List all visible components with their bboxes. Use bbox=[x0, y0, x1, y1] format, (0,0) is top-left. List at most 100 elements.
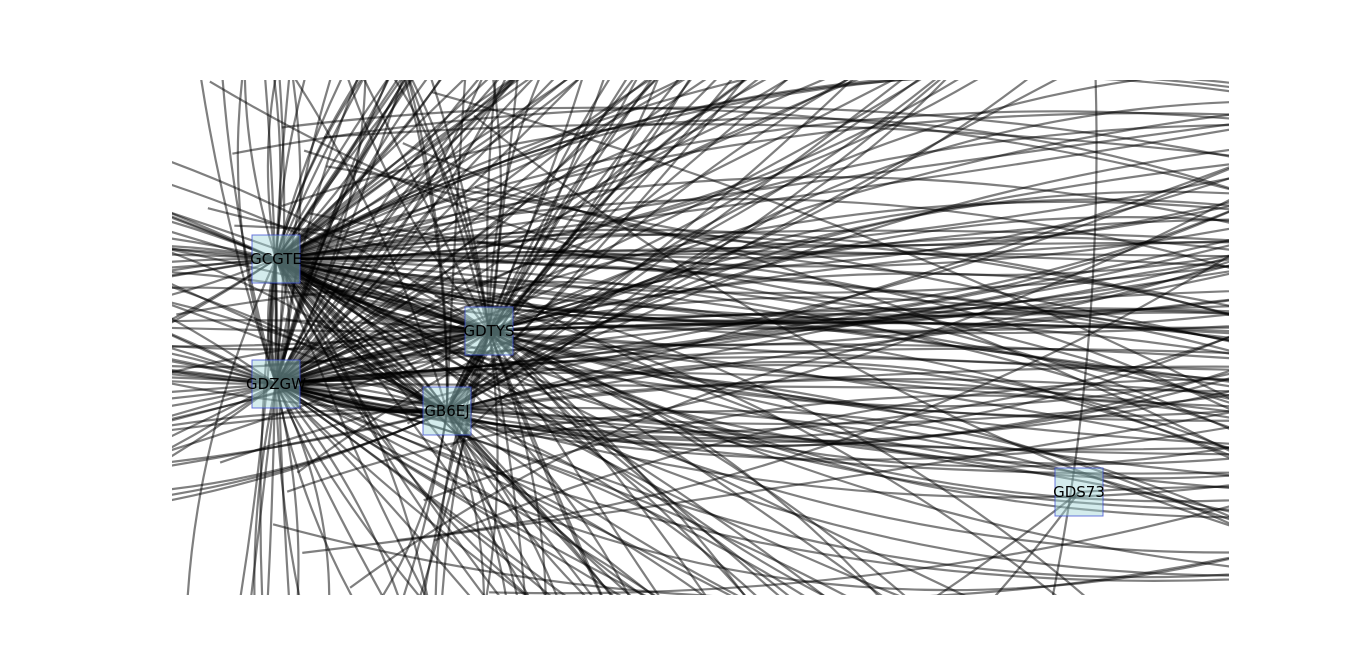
edge bbox=[275, 128, 1229, 261]
edge bbox=[275, 270, 1229, 386]
edge bbox=[446, 410, 586, 595]
edge bbox=[274, 80, 306, 260]
edge bbox=[446, 410, 614, 595]
edge bbox=[275, 258, 448, 412]
edge bbox=[275, 330, 490, 387]
edge bbox=[446, 80, 746, 412]
edge bbox=[172, 286, 490, 333]
edge bbox=[172, 408, 448, 427]
edge bbox=[172, 382, 277, 407]
edge bbox=[324, 123, 1229, 157]
edge bbox=[172, 383, 277, 458]
edge bbox=[474, 186, 1229, 452]
edge bbox=[487, 80, 519, 332]
edge bbox=[296, 198, 1229, 474]
edge bbox=[446, 80, 653, 412]
edge bbox=[275, 80, 658, 385]
edge bbox=[264, 343, 1229, 367]
node-gdzgw[interactable]: GDZGW bbox=[246, 359, 306, 409]
edge bbox=[172, 382, 277, 417]
edge bbox=[281, 117, 1229, 208]
edge bbox=[275, 80, 652, 385]
edge bbox=[488, 80, 789, 332]
edge bbox=[275, 258, 448, 412]
edge bbox=[172, 285, 448, 412]
edge bbox=[172, 380, 277, 386]
edge bbox=[363, 80, 490, 332]
edge bbox=[275, 80, 683, 261]
edge bbox=[172, 347, 277, 386]
edge bbox=[488, 329, 1229, 408]
edge bbox=[411, 80, 491, 332]
edge bbox=[487, 330, 602, 595]
edge bbox=[172, 220, 277, 261]
edge bbox=[275, 383, 471, 595]
edge bbox=[172, 382, 277, 393]
edge bbox=[275, 123, 1229, 261]
edge bbox=[275, 80, 402, 260]
edge bbox=[488, 260, 1229, 347]
edge bbox=[274, 80, 343, 260]
edge bbox=[446, 80, 692, 412]
edge bbox=[434, 210, 1229, 323]
edge bbox=[172, 376, 277, 386]
edge bbox=[473, 114, 1229, 527]
edge bbox=[446, 80, 904, 412]
node-gcgte[interactable]: GCGTE bbox=[250, 234, 302, 284]
edge bbox=[408, 80, 491, 332]
edge bbox=[172, 230, 490, 333]
edge bbox=[487, 80, 540, 332]
edge bbox=[275, 80, 390, 260]
edge bbox=[274, 383, 353, 595]
node-gdtys[interactable]: GDTYS bbox=[463, 306, 515, 356]
edge bbox=[275, 329, 490, 386]
edge bbox=[326, 165, 1229, 343]
edge bbox=[364, 278, 1229, 329]
edge bbox=[232, 106, 1229, 158]
edge bbox=[221, 80, 278, 385]
edge bbox=[172, 409, 448, 491]
edge bbox=[275, 382, 1229, 426]
edge bbox=[397, 254, 1229, 542]
edge bbox=[402, 410, 449, 595]
edge bbox=[449, 101, 1229, 448]
edge bbox=[172, 358, 277, 386]
edge bbox=[209, 80, 1229, 316]
edge bbox=[172, 333, 277, 385]
edge bbox=[488, 330, 707, 595]
edge bbox=[275, 80, 513, 260]
node-gb6ej[interactable]: GB6EJ bbox=[422, 386, 472, 436]
edge bbox=[172, 352, 277, 386]
edge bbox=[172, 183, 490, 332]
edge bbox=[303, 149, 1229, 248]
edge bbox=[172, 382, 448, 413]
edge bbox=[172, 237, 277, 261]
node-label-gdtys: GDTYS bbox=[463, 322, 514, 340]
edge bbox=[275, 80, 1229, 260]
edge bbox=[172, 247, 277, 261]
edge bbox=[274, 258, 291, 385]
edge bbox=[441, 330, 491, 595]
edge bbox=[172, 409, 448, 467]
edge bbox=[446, 148, 1229, 412]
edge bbox=[275, 383, 1229, 592]
edge bbox=[488, 330, 746, 595]
edge bbox=[172, 409, 448, 432]
edge bbox=[488, 330, 780, 595]
edge bbox=[172, 373, 277, 386]
edge bbox=[446, 410, 519, 595]
edge bbox=[275, 80, 409, 260]
edge bbox=[275, 257, 1229, 295]
edge bbox=[485, 330, 499, 595]
node-label-gb6ej: GB6EJ bbox=[424, 402, 469, 420]
edge bbox=[207, 177, 1229, 271]
edge bbox=[275, 80, 500, 385]
edge bbox=[446, 365, 1229, 413]
edge bbox=[275, 80, 480, 385]
edge bbox=[275, 80, 534, 385]
node-gds73[interactable]: GDS73 bbox=[1053, 467, 1105, 517]
edge bbox=[275, 80, 489, 260]
edge bbox=[445, 410, 486, 595]
edge bbox=[176, 280, 1229, 430]
